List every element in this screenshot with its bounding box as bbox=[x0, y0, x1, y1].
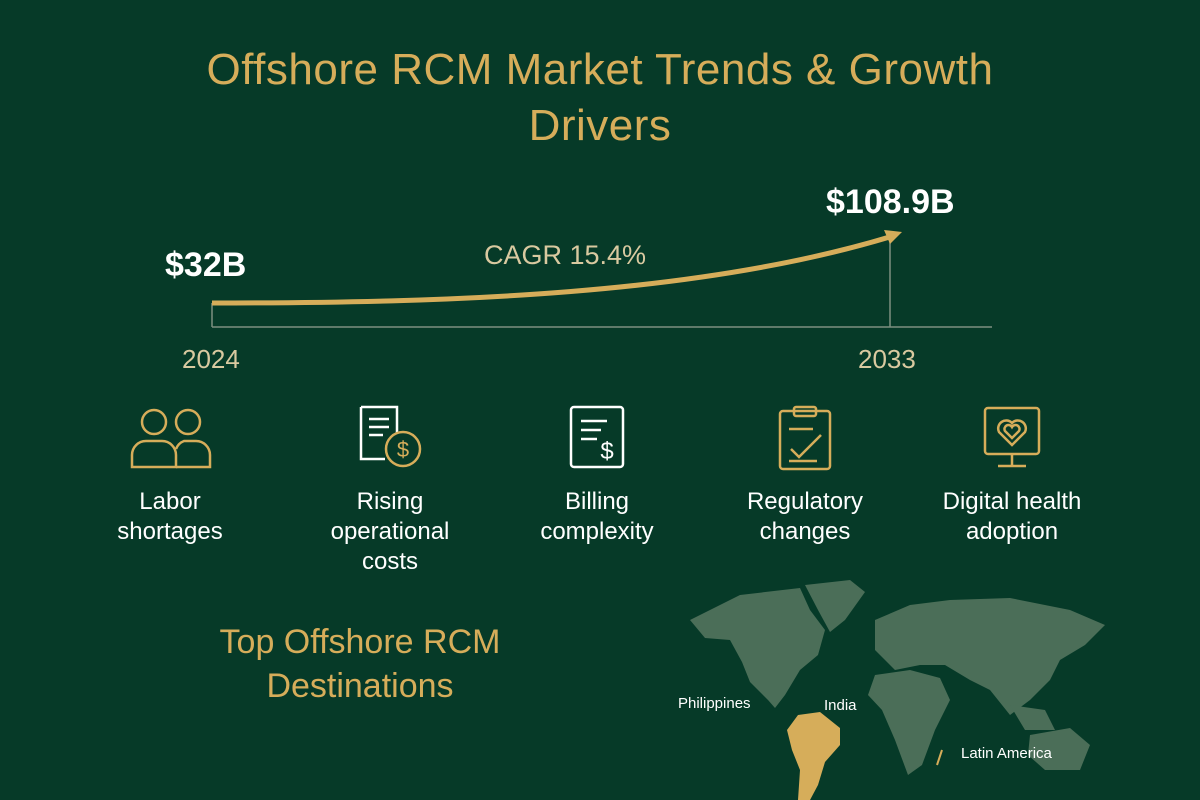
start-value: $32B bbox=[165, 246, 247, 284]
driver-digital-health: Digital health adoption bbox=[912, 405, 1112, 547]
driver-label: shortages bbox=[117, 518, 223, 545]
driver-billing-complexity: $ Billing complexity bbox=[497, 405, 697, 547]
title-line-2: Drivers bbox=[528, 101, 672, 150]
svg-text:$: $ bbox=[397, 437, 409, 462]
title-line-1: Offshore RCM Market Trends & Growth bbox=[206, 45, 994, 94]
label-india: India bbox=[824, 697, 857, 714]
cagr-label: CAGR 15.4% bbox=[484, 240, 647, 270]
destinations-title-line: Top Offshore RCM bbox=[219, 623, 501, 661]
driver-label: costs bbox=[361, 548, 418, 575]
driver-rising-costs: $ Rising operational costs bbox=[290, 405, 490, 577]
invoice-icon: $ bbox=[569, 405, 625, 469]
driver-label: Labor bbox=[139, 488, 201, 515]
australia bbox=[1028, 728, 1090, 770]
driver-label: complexity bbox=[540, 518, 654, 545]
svg-text:$: $ bbox=[600, 438, 613, 465]
page-title: Offshore RCM Market Trends & Growth Driv… bbox=[0, 42, 1200, 154]
driver-labor-shortages: Labor shortages bbox=[70, 405, 270, 547]
arrow-head-icon bbox=[884, 230, 902, 244]
destinations-title: Top Offshore RCM Destinations bbox=[160, 620, 560, 708]
end-value: $108.9B bbox=[826, 183, 955, 221]
driver-label: adoption bbox=[965, 518, 1059, 545]
driver-regulatory-changes: Regulatory changes bbox=[705, 405, 905, 547]
world-map bbox=[690, 580, 1105, 800]
end-year: 2033 bbox=[858, 344, 916, 374]
driver-label: changes bbox=[759, 518, 851, 545]
driver-label: Regulatory bbox=[746, 488, 864, 515]
greenland bbox=[805, 580, 865, 632]
africa bbox=[868, 670, 950, 775]
driver-label: operational bbox=[330, 518, 450, 545]
label-philippines: Philippines bbox=[678, 695, 751, 712]
north-america bbox=[690, 588, 825, 708]
europe-asia bbox=[875, 598, 1105, 715]
southeast-asia bbox=[1010, 705, 1055, 730]
driver-label: Billing bbox=[564, 488, 630, 515]
driver-label: Rising bbox=[356, 488, 424, 515]
driver-label: Digital health bbox=[942, 488, 1082, 515]
clipboard-check-icon bbox=[778, 405, 832, 471]
south-america-highlight bbox=[787, 712, 840, 800]
latin-america-pointer bbox=[936, 749, 943, 766]
growth-curve bbox=[211, 233, 894, 306]
destinations-title-line: Destinations bbox=[266, 667, 454, 705]
label-latin-america: Latin America bbox=[961, 745, 1052, 762]
people-icon bbox=[130, 408, 212, 469]
growth-chart bbox=[211, 230, 992, 328]
start-year: 2024 bbox=[182, 344, 240, 374]
monitor-heart-icon bbox=[983, 406, 1041, 468]
document-dollar-icon: $ bbox=[359, 405, 422, 468]
